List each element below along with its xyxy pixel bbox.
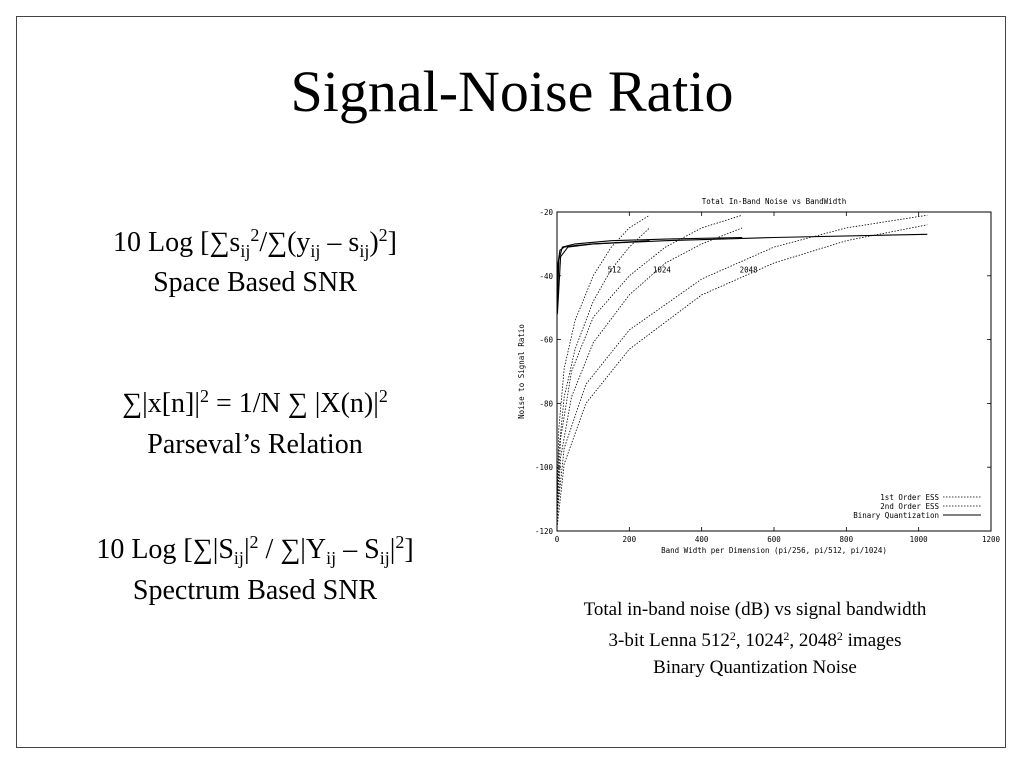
caption-line-2: 3-bit Lenna 5122, 10242, 20482 images	[505, 623, 1005, 654]
formula-subscript: ij	[359, 241, 370, 261]
series-line-binary-quantization-2048	[556, 233, 928, 315]
y-tick-label: -60	[539, 336, 553, 345]
sum-symbol: ∑	[209, 227, 230, 258]
parseval-formula: ∑|x[n]|2 = 1/N ∑ |X(n)|2	[40, 379, 470, 421]
x-tick-label: 600	[767, 535, 781, 544]
formula-text: |	[243, 534, 250, 565]
caption-text: 3-bit Lenna 512	[608, 630, 730, 651]
x-tick-label: 400	[695, 535, 709, 544]
legend-label: Binary Quantization	[853, 511, 939, 520]
y-tick-label: -120	[535, 527, 554, 536]
space-snr-label: Space Based SNR	[153, 267, 357, 298]
formula-subscript: ij	[326, 548, 337, 568]
formula-subscript: ij	[240, 241, 251, 261]
caption-text: , 2048	[789, 630, 837, 651]
formula-text: 10 Log [	[96, 534, 193, 565]
formula-subscript: ij	[379, 548, 390, 568]
formula-superscript: 2	[249, 532, 259, 552]
space-snr-formula: 10 Log [∑sij2/∑(yij – sij)2]	[40, 218, 470, 268]
series-line-1st-order-ess-2048	[557, 224, 928, 525]
formula-text: ]	[387, 227, 397, 258]
formula-text: |X(n)|	[307, 388, 379, 419]
sum-symbol: ∑	[122, 388, 143, 419]
series-line-1st-order-ess-512	[557, 227, 650, 509]
caption-text: , 1024	[735, 630, 784, 651]
formula-superscript: 2	[378, 386, 388, 406]
x-axis-label: Band Width per Dimension (pi/256, pi/512…	[661, 546, 887, 555]
slide-title: Signal-Noise Ratio	[290, 59, 734, 124]
formula-text: |x[n]|	[142, 388, 200, 419]
sum-symbol: ∑	[280, 534, 301, 565]
sum-symbol: ∑	[287, 388, 308, 419]
series-line-2nd-order-ess-1024	[557, 214, 743, 506]
x-tick-label: 800	[840, 535, 854, 544]
x-tick-label: 1000	[910, 535, 929, 544]
y-axis-label: Noise to Signal Ratio	[517, 324, 526, 419]
series-line-1st-order-ess-1024	[557, 227, 743, 519]
curve-annotation-2048: 2048	[740, 266, 759, 275]
formula-text: /	[258, 534, 281, 565]
y-tick-label: -20	[539, 208, 553, 217]
formula-text: |Y	[300, 534, 327, 565]
formula-text: (y	[287, 227, 311, 258]
formula-text: |S	[212, 534, 234, 565]
formula-text: 10 Log [	[113, 227, 210, 258]
spectrum-snr-label: Spectrum Based SNR	[132, 575, 378, 606]
caption-text: images	[842, 630, 902, 651]
plot-frame	[556, 211, 992, 532]
sum-symbol: ∑	[192, 534, 213, 565]
formula-superscript: 2	[250, 225, 260, 245]
x-tick-label: 0	[555, 535, 560, 544]
formula-superscript: 2	[378, 225, 388, 245]
sum-symbol: ∑	[267, 227, 288, 258]
spectrum-snr-formula: 10 Log [∑|Sij|2 / ∑|Yij – Sij|2]	[30, 525, 480, 575]
y-tick-label: -80	[539, 399, 553, 408]
y-tick-label: -100	[535, 463, 554, 472]
x-tick-label: 200	[623, 535, 637, 544]
caption-superscript: 2	[729, 629, 736, 643]
legend-label: 1st Order ESS	[880, 493, 939, 502]
caption-superscript: 2	[836, 629, 843, 643]
formula-text: – s	[320, 227, 360, 258]
caption-line-3: Binary Quantization Noise	[653, 657, 857, 678]
noise-vs-bandwidth-chart: Total In-Band Noise vs BandWidth 0 200 400 6…	[517, 197, 1001, 555]
formula-superscript: 2	[395, 532, 405, 552]
chart-title: Total In-Band Noise vs BandWidth	[702, 197, 847, 206]
series-line-binary-quantization-1024	[556, 236, 743, 308]
series-line-2nd-order-ess-512	[557, 214, 650, 493]
figure-caption: Total in-band noise (dB) vs signal bandw…	[505, 596, 1005, 681]
curve-annotation-1024: 1024	[653, 266, 672, 275]
caption-line-1: Total in-band noise (dB) vs signal bandw…	[583, 599, 927, 620]
formula-superscript: 2	[199, 386, 209, 406]
curve-annotation-512: 512	[608, 266, 622, 275]
parseval-label: Parseval’s Relation	[147, 429, 363, 460]
slide-frame	[16, 16, 1006, 748]
formula-text: |	[389, 534, 396, 565]
formula-subscript: ij	[233, 548, 244, 568]
formula-text: s	[229, 227, 241, 258]
formula-text: )	[369, 227, 379, 258]
formula-text: = 1/N	[208, 388, 288, 419]
series-line-2nd-order-ess-2048	[557, 214, 928, 512]
x-tick-label: 1200	[982, 535, 1001, 544]
formula-text: – S	[336, 534, 380, 565]
caption-superscript: 2	[783, 629, 790, 643]
formula-text: ]	[404, 534, 414, 565]
formula-subscript: ij	[310, 241, 321, 261]
legend-label: 2nd Order ESS	[880, 502, 939, 511]
formula-text: /	[259, 227, 268, 258]
y-tick-label: -40	[539, 272, 553, 281]
